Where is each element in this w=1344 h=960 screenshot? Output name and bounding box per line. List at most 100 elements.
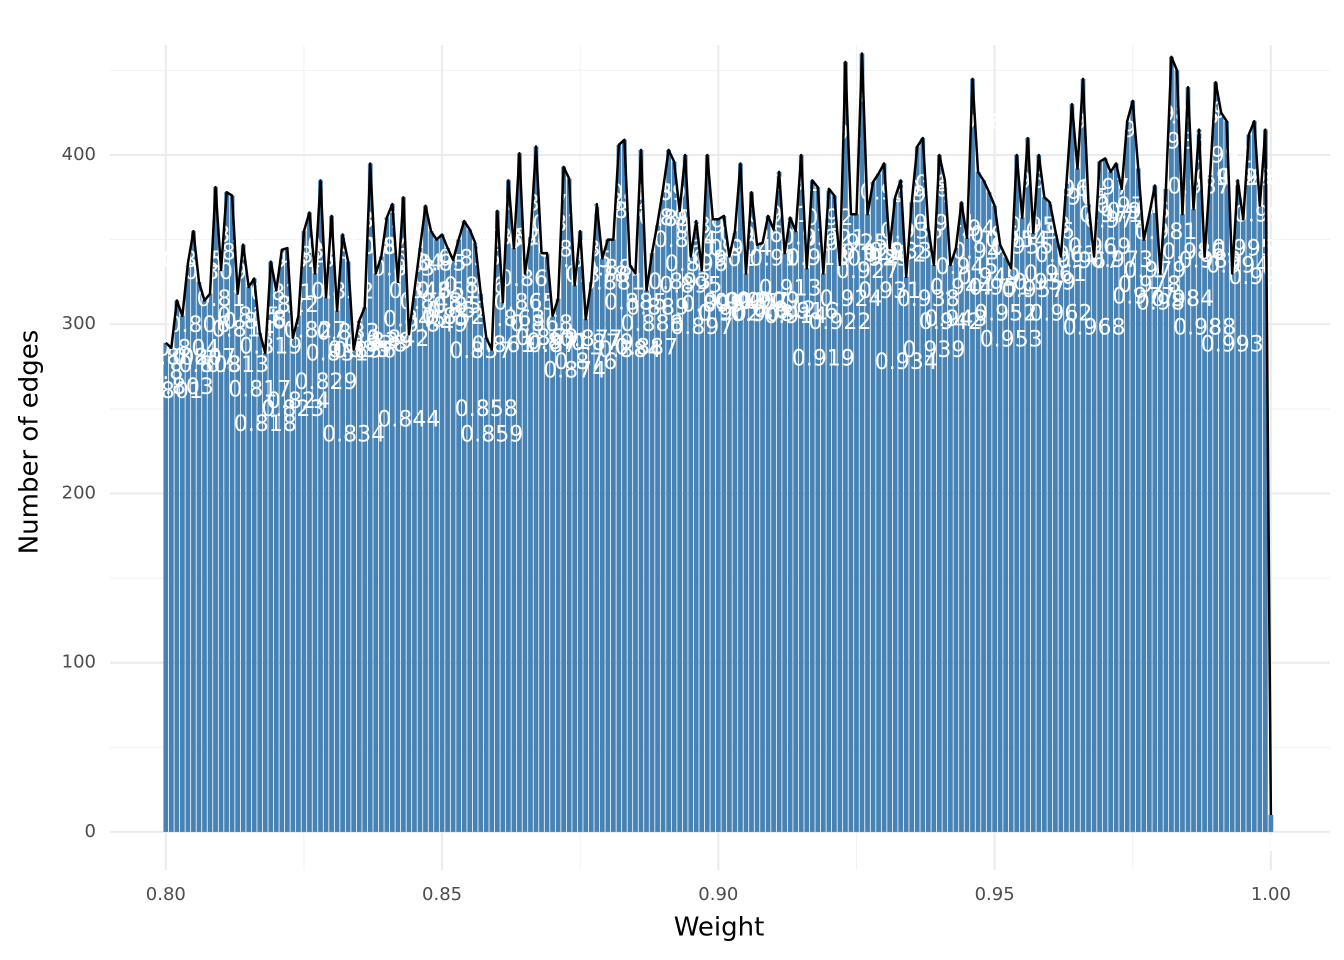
value-label: 0.976 [1107,200,1170,225]
value-label: 0.807 [173,346,236,371]
bar [1268,815,1274,832]
bar [876,173,881,832]
value-label: 0.861 [471,333,534,358]
x-tick-label: 1.00 [1251,884,1291,905]
bar [820,273,826,832]
value-label: 0.898 [676,214,739,239]
bar [677,210,683,832]
value-label: 0.812 [201,241,264,266]
bar [483,337,489,832]
value-label: 0.823 [261,397,324,422]
bar [859,53,865,832]
bar [262,353,268,832]
bar [1174,70,1180,832]
value-label: 0.897 [670,315,733,340]
bar [224,192,229,832]
bar [1064,183,1069,832]
bar [439,234,445,832]
value-label: 0.868 [510,312,573,337]
bar [627,265,633,832]
bar [997,244,1003,832]
value-label: 0.845 [383,307,446,332]
value-label: 0.846 [388,279,451,304]
value-label: 0.986 [1162,240,1225,265]
y-axis-title: Number of edges [15,330,45,555]
bar [727,256,732,832]
bar [1124,121,1130,832]
bar [1014,155,1020,832]
bar [1025,138,1031,832]
bar [610,239,616,832]
y-tick-label: 100 [62,652,96,673]
bar [1113,163,1119,832]
bar [1146,214,1152,832]
bar [461,221,467,832]
value-label: 0.833 [317,321,380,346]
value-label: 0.903 [703,290,766,315]
bar [865,214,870,832]
value-label: 0.969 [1068,235,1131,260]
value-label: 0.905 [714,290,777,315]
value-label: 0.835 [328,338,391,363]
value-label: 0.977 [1112,285,1175,310]
bar [1257,205,1263,832]
bar [583,319,589,832]
value-label: 0.853 [427,299,490,324]
bar [633,273,638,832]
y-tick-label: 400 [62,144,96,165]
value-label: 0.92 [804,206,853,231]
bar [257,332,263,832]
value-label: 0.814 [212,318,275,343]
value-label: 0.95 [970,223,1019,248]
bar [688,256,694,832]
bar [218,270,224,832]
bar [1251,121,1257,832]
bar [1097,161,1102,832]
value-label: 0.836 [333,338,396,363]
bar [1091,256,1097,832]
bar [191,231,196,832]
value-label: 0.982 [1140,102,1203,127]
bar [1235,180,1241,832]
bar [180,315,185,832]
bar [887,248,892,832]
bar [356,320,362,832]
bar [776,171,782,832]
value-label: 0.952 [974,302,1037,327]
value-label: 0.896 [665,252,728,277]
bar [345,261,351,832]
bar [638,149,644,832]
value-label: 0.908 [731,302,794,327]
bar [566,178,572,832]
bar [434,239,439,832]
value-label: 0.987 [1168,175,1231,200]
bar [903,276,909,832]
bar [699,270,705,832]
bar [467,229,473,832]
value-label: 0.876 [554,350,617,375]
value-label: 0.839 [350,330,413,355]
value-label: 0.885 [604,290,667,315]
bar [550,315,555,832]
bar [953,248,959,832]
value-label: 0.928 [842,241,905,266]
bar [892,197,898,832]
value-label: 0.925 [825,231,888,256]
value-label: 0.895 [659,274,722,299]
bar [782,253,788,832]
bar [213,187,218,832]
value-label: 0.883 [593,199,656,224]
value-label: 0.964 [1040,177,1103,202]
bar [1135,168,1141,832]
bar [246,287,252,832]
bar [561,166,566,832]
value-label: 0.859 [460,423,523,448]
bar [500,302,506,832]
bar [373,273,379,832]
value-label: 0.913 [759,277,822,302]
bar [732,231,738,832]
value-label: 0.841 [361,235,424,260]
value-label: 0.967 [1057,249,1120,274]
bar [1229,273,1235,832]
line [164,52,1273,816]
